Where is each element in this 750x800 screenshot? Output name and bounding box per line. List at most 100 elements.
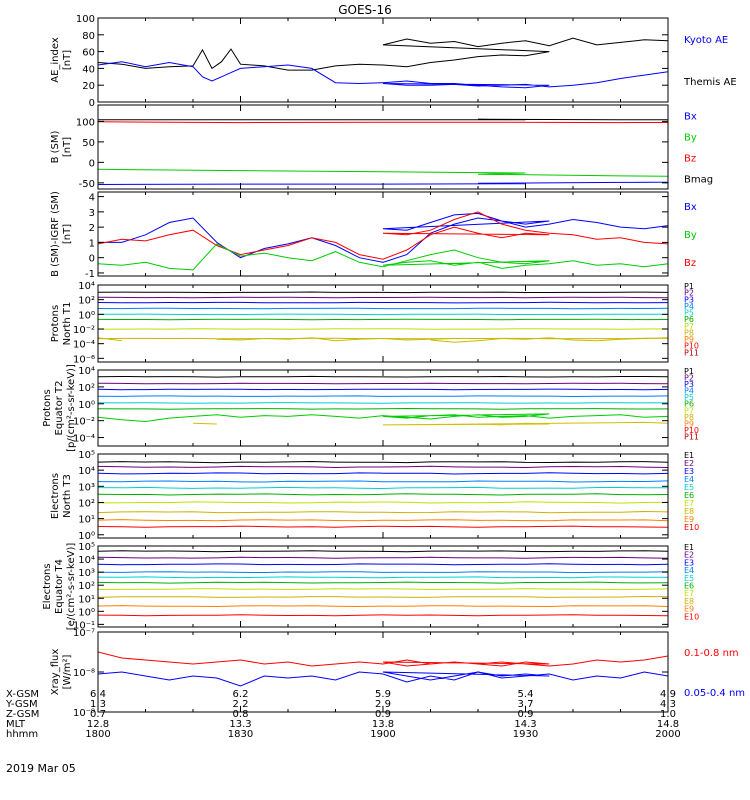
y-tick-label: 10³ xyxy=(78,568,95,579)
footer-value: 2000 xyxy=(655,729,680,740)
legend-entry-8: E8 xyxy=(684,507,694,516)
y-tick-label: 10⁰ xyxy=(78,400,95,411)
panel-1: 0 20 40 60 80 100 AE_index [nT] Kyoto AE Themis A… xyxy=(50,14,737,109)
footer-value: 5.9 xyxy=(375,689,391,700)
channel-line-4 xyxy=(98,480,668,483)
legend-entry-1: P1 xyxy=(684,282,694,291)
legend-entry-11: P11 xyxy=(684,432,699,441)
y-tick-label: 10⁻⁴ xyxy=(73,434,95,445)
y-tick-label: 10¹ xyxy=(78,594,95,605)
channel-line-6 xyxy=(98,581,668,584)
legend-entry-2: By xyxy=(684,133,697,144)
footer-value: 0.9 xyxy=(375,709,391,720)
footer-value: 0.9 xyxy=(518,709,534,720)
legend-entry-10: E10 xyxy=(684,523,699,532)
series-line-1 xyxy=(98,643,668,667)
channel-line-3 xyxy=(98,388,668,391)
y-tick-label: 10⁻⁹ xyxy=(73,708,95,719)
legend-entry-1: E1 xyxy=(684,451,694,460)
panel-traces xyxy=(98,211,668,271)
panel-traces xyxy=(98,460,668,528)
footer-value: 1.3 xyxy=(90,699,106,710)
y-tick-label: 10² xyxy=(78,296,95,307)
channel-line-8 xyxy=(98,595,668,598)
footer-row-label: X-GSM xyxy=(6,689,39,700)
plot-title: GOES-16 xyxy=(338,3,392,17)
legend-entry-3: E3 xyxy=(684,467,694,476)
legend-entry-10: P10 xyxy=(684,342,699,351)
y-tick-label: 10¹ xyxy=(78,515,95,526)
channel-line-2 xyxy=(98,296,668,299)
channel-line-3 xyxy=(98,301,668,304)
legend-entry-4: P4 xyxy=(684,302,694,311)
channel-line-4 xyxy=(98,307,668,310)
y-axis-label: Equator T4 xyxy=(54,559,65,614)
footer-value: 13.3 xyxy=(229,719,251,730)
channel-line-6 xyxy=(98,407,668,410)
footer-value: 0.8 xyxy=(233,709,249,720)
footer-value: 12.8 xyxy=(87,719,109,730)
y-tick-label: 10⁻⁷ xyxy=(73,628,95,639)
channel-line-6 xyxy=(98,318,668,321)
y-axis-label: Xray_flux xyxy=(50,649,61,696)
legend-entry-6: P6 xyxy=(684,400,694,409)
y-axis-label: Electrons xyxy=(42,563,53,609)
footer-value: 14.8 xyxy=(657,719,679,730)
y-tick-label: 10² xyxy=(78,383,95,394)
panel-frame xyxy=(97,369,669,447)
legend-entry-9: E9 xyxy=(684,515,694,524)
series-line-2 xyxy=(98,61,668,89)
series-line-4 xyxy=(98,180,668,185)
legend-entry-6: P6 xyxy=(684,315,694,324)
footer-value: 0.7 xyxy=(90,709,106,720)
footer-value: 1800 xyxy=(85,729,110,740)
y-axis-label: [e/(cm²-s-sr-keV)] xyxy=(66,543,77,631)
channel-line-8 xyxy=(98,510,668,514)
legend-entry-4: P4 xyxy=(684,387,694,396)
channel-line-5 xyxy=(98,576,668,579)
legend-entry-3: Bz xyxy=(684,258,696,269)
footer-value: 14.3 xyxy=(514,719,536,730)
y-tick-label: 10⁵ xyxy=(78,450,95,461)
panel-frame xyxy=(97,191,669,277)
y-axis-label: Equator T2 xyxy=(54,381,65,436)
y-axis-label: Protons xyxy=(50,305,61,342)
date-label: 2019 Mar 05 xyxy=(6,762,76,775)
series-line-1 xyxy=(98,212,668,263)
y-axis-label: B (SM)-IGRF (SM) xyxy=(50,191,61,277)
footer-row-label: Z-GSM xyxy=(6,709,39,720)
y-tick-label: 10⁰ xyxy=(78,310,95,321)
legend-entry-3: E3 xyxy=(684,558,694,567)
legend-entry-2: P2 xyxy=(684,374,694,383)
y-axis-label: [W/m²] xyxy=(62,654,73,689)
channel-line-1 xyxy=(98,291,668,294)
series-line-1 xyxy=(98,118,668,121)
footer-value: 2.2 xyxy=(233,699,249,710)
channel-line-7 xyxy=(98,588,668,591)
legend-entry-8: P8 xyxy=(684,328,694,337)
legend-entry-5: E5 xyxy=(684,574,694,583)
footer-value: 3.7 xyxy=(518,699,534,710)
panel-traces xyxy=(98,118,668,185)
legend-entry-7: E7 xyxy=(684,589,694,598)
channel-line-1 xyxy=(98,460,668,464)
footer-value: 1930 xyxy=(513,729,538,740)
footer-value: 1900 xyxy=(370,729,395,740)
series-line-3 xyxy=(98,243,668,271)
footer-value: 6.4 xyxy=(90,689,106,700)
channel-line-green xyxy=(98,413,668,423)
legend-entry-2: 0.05-0.4 nm xyxy=(684,688,745,699)
channel-line-5 xyxy=(98,486,668,490)
series-line-2 xyxy=(98,121,668,124)
series-line-2 xyxy=(98,671,668,687)
y-tick-label: 3 xyxy=(89,208,95,219)
legend-entry-10: E10 xyxy=(684,612,699,621)
y-axis-label: AE_index xyxy=(50,37,61,83)
y-axis-label: North T1 xyxy=(62,302,73,346)
legend-entry-5: E5 xyxy=(684,483,694,492)
y-tick-label: 10⁰ xyxy=(78,607,95,618)
footer-value: 4.3 xyxy=(660,699,676,710)
channel-line-7 xyxy=(98,328,668,330)
